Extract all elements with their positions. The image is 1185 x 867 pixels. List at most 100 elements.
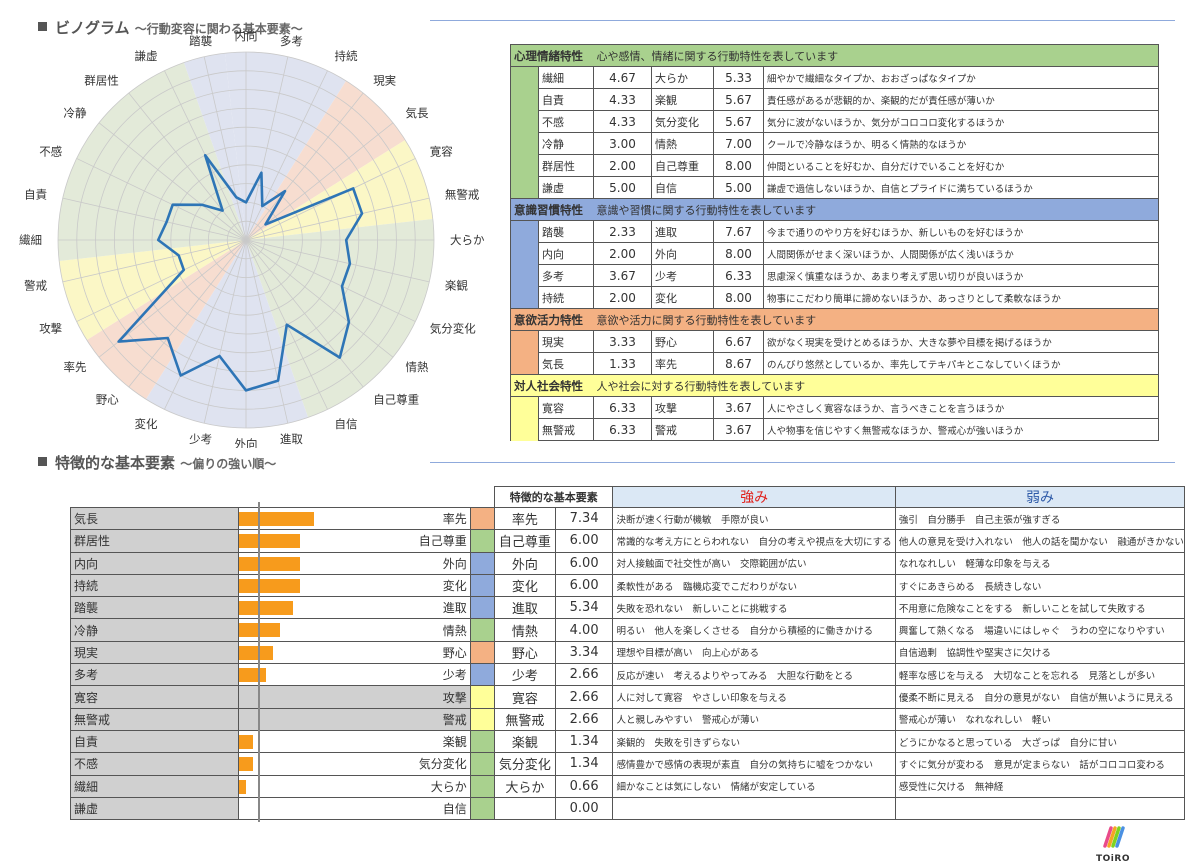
value-a: 4.67	[593, 66, 652, 89]
element-desc: クールで冷静なほうか、明るく情熱的なほうか	[762, 132, 1160, 155]
trait-strength: 失敗を恐れない 新しいことに挑戦する	[612, 596, 896, 620]
trait-value: 0.00	[554, 796, 614, 821]
trait-table: 特徴的な基本要素 強み 弱み 気長 率先 率先 7.34 決断が速く行動が機敏 …	[70, 486, 1185, 821]
trait-element: 自己尊重	[494, 529, 556, 553]
element-b: 率先	[651, 352, 714, 375]
radar-spoke	[62, 239, 247, 283]
traits-subtitle: ～偏りの強い順～	[180, 457, 277, 471]
element-desc: 今まで通りのやり方を好むほうか、新しいものを好むほうか	[762, 220, 1160, 243]
value-b: 8.67	[713, 352, 764, 375]
radar-axis-label: 気長	[406, 106, 429, 120]
vinogram-title: ビノグラム	[55, 19, 130, 37]
radar-spoke	[245, 239, 416, 322]
trait-right-cell: 警戒	[237, 707, 471, 731]
trait-left-label: 群居性	[70, 529, 239, 553]
category-row: 冷静 3.00 情熱 7.00 クールで冷静なほうか、明るく情熱的なほうか	[510, 132, 1160, 155]
trait-value: 2.66	[554, 707, 614, 731]
radar-axis-label: 持続	[335, 49, 358, 63]
trait-element: 気分変化	[494, 752, 556, 776]
category-indent	[510, 396, 539, 419]
radar-sector	[246, 139, 433, 240]
element-a: 謙虚	[538, 176, 594, 199]
category-indent	[510, 88, 539, 111]
category-indent	[510, 242, 539, 265]
radar-spoke	[203, 56, 247, 241]
element-b: 変化	[651, 286, 714, 309]
toiro-logo-icon	[1103, 826, 1125, 848]
radar-axis-label: 群居性	[84, 74, 119, 88]
element-b: 警戒	[651, 418, 714, 441]
section-rule-top	[430, 20, 1175, 21]
trait-right-cell: 変化	[237, 573, 471, 598]
trait-value: 6.00	[554, 529, 614, 553]
trait-right-label: 楽観	[442, 735, 467, 750]
value-b: 5.67	[713, 110, 764, 133]
radar-sector	[224, 52, 347, 240]
category-indent	[510, 418, 539, 441]
trait-row: 気長 率先 率先 7.34 決断が速く行動が機敏 手際が良い 強引 自分勝手 自…	[70, 506, 1185, 531]
radar-spoke	[76, 239, 247, 322]
value-a: 4.33	[593, 88, 652, 111]
element-desc: 人や物事を信じやすく無警戒なほうか、警戒心が強いほうか	[762, 418, 1160, 441]
trait-right-label: 自信	[442, 802, 467, 816]
trait-bar	[239, 734, 253, 749]
value-b: 8.00	[713, 154, 764, 177]
radar-axis-label: 冷静	[64, 106, 87, 120]
element-b: 進取	[651, 220, 714, 243]
trait-bar	[239, 512, 314, 526]
radar-axis-label: 内向	[235, 29, 258, 43]
trait-color-swatch	[469, 774, 496, 798]
trait-row: 自責 楽観 楽観 1.34 楽観的 失敗を引きずらない どうにかなると思っている…	[70, 729, 1185, 754]
trait-strength: 楽観的 失敗を引きずらない	[612, 729, 896, 754]
trait-weakness: すぐに気分が変わる 意見が定まらない 話がコロコロ変わる	[894, 752, 1185, 776]
category-row: 踏襲 2.33 進取 7.67 今まで通りのやり方を好むほうか、新しいものを好む…	[510, 220, 1160, 243]
radar-axis-label: 繊細	[19, 233, 42, 247]
trait-element: 無警戒	[494, 707, 556, 731]
category-name: 意欲活力特性	[510, 308, 594, 331]
category-indent	[510, 220, 539, 243]
trait-strength: 人に対して寛容 やさしい印象を与える	[612, 685, 896, 709]
element-b: 攻撃	[651, 396, 714, 419]
radar-axis-label: 踏襲	[189, 34, 212, 48]
radar-sector	[246, 218, 434, 418]
trait-bar	[239, 668, 266, 683]
trait-color-swatch	[469, 752, 496, 776]
radar-axis-label: 外向	[235, 437, 258, 448]
category-indent	[510, 132, 539, 155]
trait-right-cell: 率先	[237, 506, 471, 531]
radar-axis-label: 大らか	[450, 233, 485, 247]
element-b: 自信	[651, 176, 714, 199]
category-header-row: 意欲活力特性 意欲や活力に関する行動特性を表しています	[510, 308, 1160, 331]
element-a: 寛容	[538, 396, 594, 419]
radar-axis-label: 率先	[64, 360, 87, 374]
radar-spoke	[98, 122, 247, 241]
trait-strength: 決断が速く行動が機敏 手際が良い	[612, 506, 896, 531]
trait-element: 野心	[494, 640, 556, 665]
trait-right-cell: 外向	[237, 551, 471, 575]
trait-element: 率先	[494, 506, 556, 531]
trait-right-label: 自己尊重	[418, 534, 467, 549]
radar-axis-label: 自責	[24, 188, 47, 202]
category-row: 多考 3.67 少考 6.33 思慮深く慎重なほうか、あまり考えず思い切りが良い…	[510, 264, 1160, 287]
trait-row: 冷静 情熱 情熱 4.00 明るい 他人を楽しくさせる 自分から積極的に働きかけ…	[70, 618, 1185, 642]
category-header-row: 対人社会特性 人や社会に対する行動特性を表しています	[510, 374, 1160, 397]
category-indent	[510, 176, 539, 199]
radar-axis-label: 自己尊重	[373, 393, 419, 407]
trait-left-label: 不感	[70, 752, 239, 776]
trait-strength: 人と親しみやすい 警戒心が薄い	[612, 707, 896, 731]
category-row: 気長 1.33 率先 8.67 のんびり悠然としているか、率先してテキパキとこな…	[510, 352, 1160, 375]
element-a: 現実	[538, 330, 594, 353]
element-a: 多考	[538, 264, 594, 287]
trait-color-swatch	[469, 529, 496, 553]
radar-spoke	[245, 158, 416, 241]
trait-element: 大らか	[494, 774, 556, 798]
header-element: 特徴的な基本要素	[494, 486, 614, 508]
trait-strength: 理想や目標が高い 向上心がある	[612, 640, 896, 665]
trait-color-swatch	[469, 796, 496, 821]
trait-weakness: 興奮して熱くなる 場違いにはしゃぐ うわの空になりやすい	[894, 618, 1185, 642]
radar-axis-label: 攻撃	[39, 322, 62, 336]
radar-spoke	[245, 122, 394, 241]
category-desc: 心や感情、情緒に関する行動特性を表しています	[593, 44, 1160, 67]
value-a: 3.67	[593, 264, 652, 287]
